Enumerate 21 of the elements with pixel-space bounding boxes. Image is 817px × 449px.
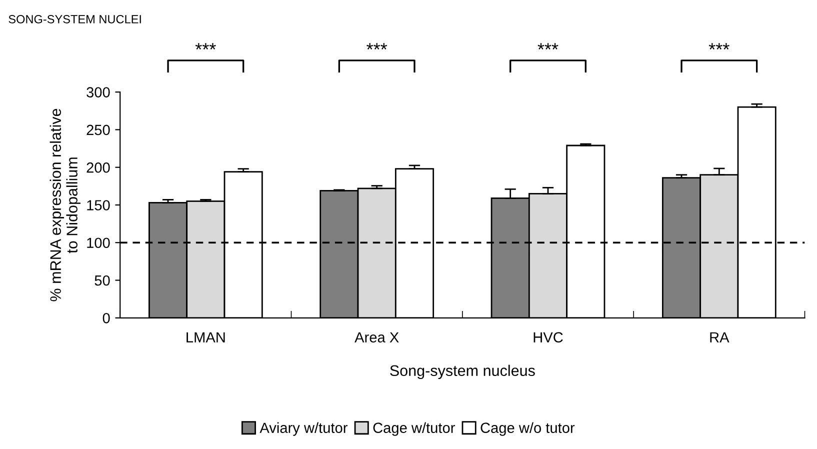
y-tick-label: 300 [86, 87, 110, 98]
y-tick-label: 250 [86, 124, 110, 136]
x-tick-label: LMAN [186, 332, 225, 342]
legend-label: Aviary w/tutor [260, 422, 348, 436]
y-tick-label: 200 [86, 162, 110, 173]
y-tick-label: 100 [87, 238, 110, 248]
x-tick-label: HVC [534, 332, 563, 342]
legend-label: Cage w/o tutor [480, 422, 575, 436]
x-tick-label: RA [710, 332, 730, 342]
y-tick-label: 50 [94, 275, 110, 286]
y-axis-title: % mRNA expression relative to Nidopallium [50, 108, 80, 302]
text: *** [538, 43, 558, 50]
legend-label: Cage w/tutor [373, 422, 455, 436]
x-tick-label: Area X [354, 332, 399, 342]
chart-title: SONG-SYSTEM NUCLEI [8, 15, 141, 24]
text: *** [195, 43, 216, 50]
x-axis-title: Song-system nucleus [390, 364, 535, 380]
y-tick-label: 0 [102, 312, 110, 324]
text: *** [366, 43, 388, 50]
y-tick-label: 150 [87, 200, 110, 210]
text: *** [708, 43, 730, 50]
